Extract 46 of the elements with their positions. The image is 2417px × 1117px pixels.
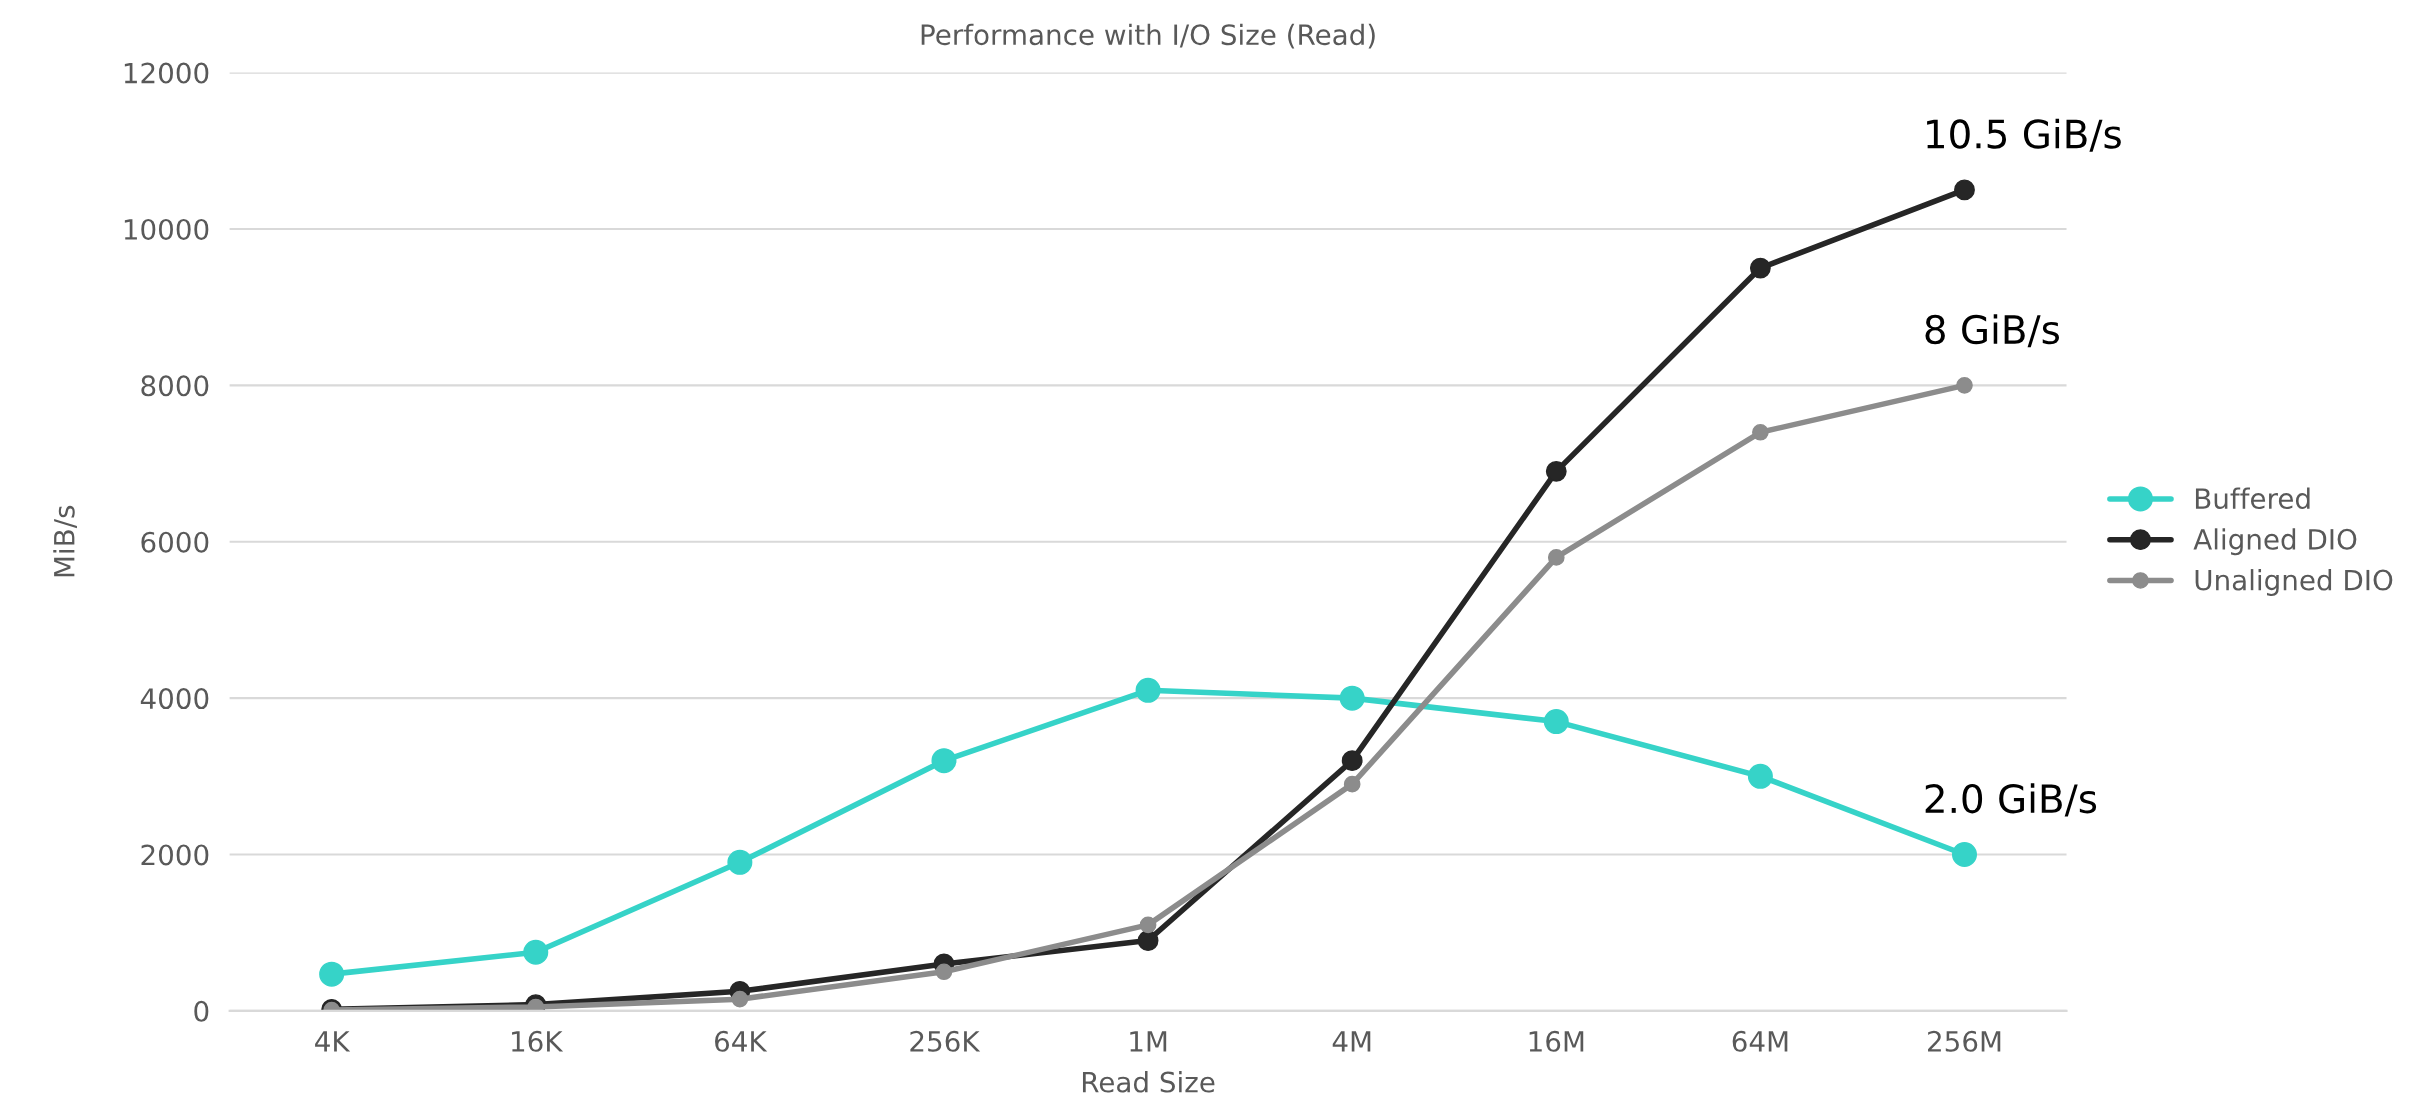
point: [727, 849, 753, 875]
point: [1545, 460, 1567, 482]
annotation: 8 GiB/s: [1925, 314, 2059, 348]
point: [731, 990, 749, 1008]
x-tick-label: 256M: [1928, 1030, 2001, 1052]
point: [931, 748, 957, 774]
y-tick-label: 12000: [124, 62, 209, 84]
point: [1339, 685, 1365, 711]
point: [523, 939, 549, 965]
y-tick-label: 4000: [140, 688, 209, 710]
x-tick-label: 4M: [1332, 1031, 1371, 1052]
legend-label: Unaligned DIO: [2195, 569, 2393, 596]
point: [1954, 179, 1975, 201]
legend-label: Buffered: [2195, 487, 2310, 510]
x-tick-label: 64K: [715, 1030, 768, 1052]
annotation: 2.0 GiB/s: [1925, 783, 2097, 817]
x-tick-label: 1M: [1130, 1031, 1167, 1052]
x-tick-label: 4K: [315, 1031, 351, 1052]
x-tick-label: 64M: [1732, 1030, 1788, 1052]
point: [319, 961, 345, 987]
x-axis-title: Read Size: [1082, 1071, 1215, 1093]
x-tick-label: 16K: [512, 1030, 564, 1052]
y-tick-label: 10000: [124, 218, 209, 240]
point: [1137, 930, 1159, 951]
y-tick-label: 8000: [141, 375, 209, 397]
point: [1956, 377, 1973, 394]
x-tick-label: 16M: [1529, 1030, 1584, 1052]
point: [1547, 549, 1565, 566]
y-tick-label: 2000: [141, 844, 209, 866]
annotation: 10.5 GiB/s: [1927, 118, 2121, 152]
y-tick-label: 6000: [141, 531, 209, 553]
point: [1749, 257, 1771, 279]
point: [1543, 709, 1569, 735]
point: [1752, 423, 1769, 441]
legend-label: Aligned DIO: [2193, 528, 2357, 556]
point: [1951, 842, 1977, 868]
point: [1139, 916, 1157, 934]
x-tick-label: 256K: [910, 1030, 981, 1052]
point: [1341, 750, 1363, 772]
chart-title: Performance with I/O Size (Read): [921, 23, 1375, 49]
point: [1343, 775, 1361, 793]
point: [1747, 763, 1773, 789]
y-tick-label: 0: [194, 1000, 209, 1022]
y-axis-title: MiB/s: [53, 505, 77, 577]
point: [935, 963, 953, 981]
point: [1135, 677, 1161, 703]
